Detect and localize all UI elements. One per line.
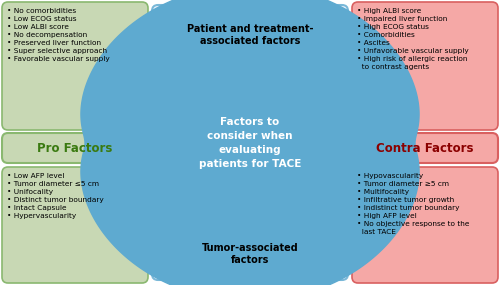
Text: Tumor-associated
factors: Tumor-associated factors xyxy=(202,243,298,265)
Text: • Low AFP level
• Tumor diameter ≤5 cm
• Unifocality
• Distinct tumor boundary
•: • Low AFP level • Tumor diameter ≤5 cm •… xyxy=(7,173,104,219)
Text: Pro Factors: Pro Factors xyxy=(38,141,113,154)
Text: • High ALBI score
• Impaired liver function
• High ECOG status
• Comorbidities
•: • High ALBI score • Impaired liver funct… xyxy=(357,8,469,70)
Text: • No comorbidities
• Low ECOG status
• Low ALBI score
• No decompensation
• Pres: • No comorbidities • Low ECOG status • L… xyxy=(7,8,110,62)
FancyBboxPatch shape xyxy=(2,2,148,130)
FancyBboxPatch shape xyxy=(352,167,498,283)
Polygon shape xyxy=(81,0,419,285)
Text: Factors to
consider when
evaluating
patients for TACE: Factors to consider when evaluating pati… xyxy=(199,117,301,169)
FancyBboxPatch shape xyxy=(2,167,148,283)
Text: • Hypovascularity
• Tumor diameter ≥5 cm
• Multifocality
• Infiltrative tumor gr: • Hypovascularity • Tumor diameter ≥5 cm… xyxy=(357,173,470,235)
FancyBboxPatch shape xyxy=(352,133,498,163)
FancyBboxPatch shape xyxy=(352,2,498,130)
FancyBboxPatch shape xyxy=(2,133,148,163)
FancyBboxPatch shape xyxy=(152,228,348,280)
Text: Contra Factors: Contra Factors xyxy=(376,141,474,154)
FancyBboxPatch shape xyxy=(152,5,348,65)
Text: Patient and treatment-
associated factors: Patient and treatment- associated factor… xyxy=(187,24,313,46)
